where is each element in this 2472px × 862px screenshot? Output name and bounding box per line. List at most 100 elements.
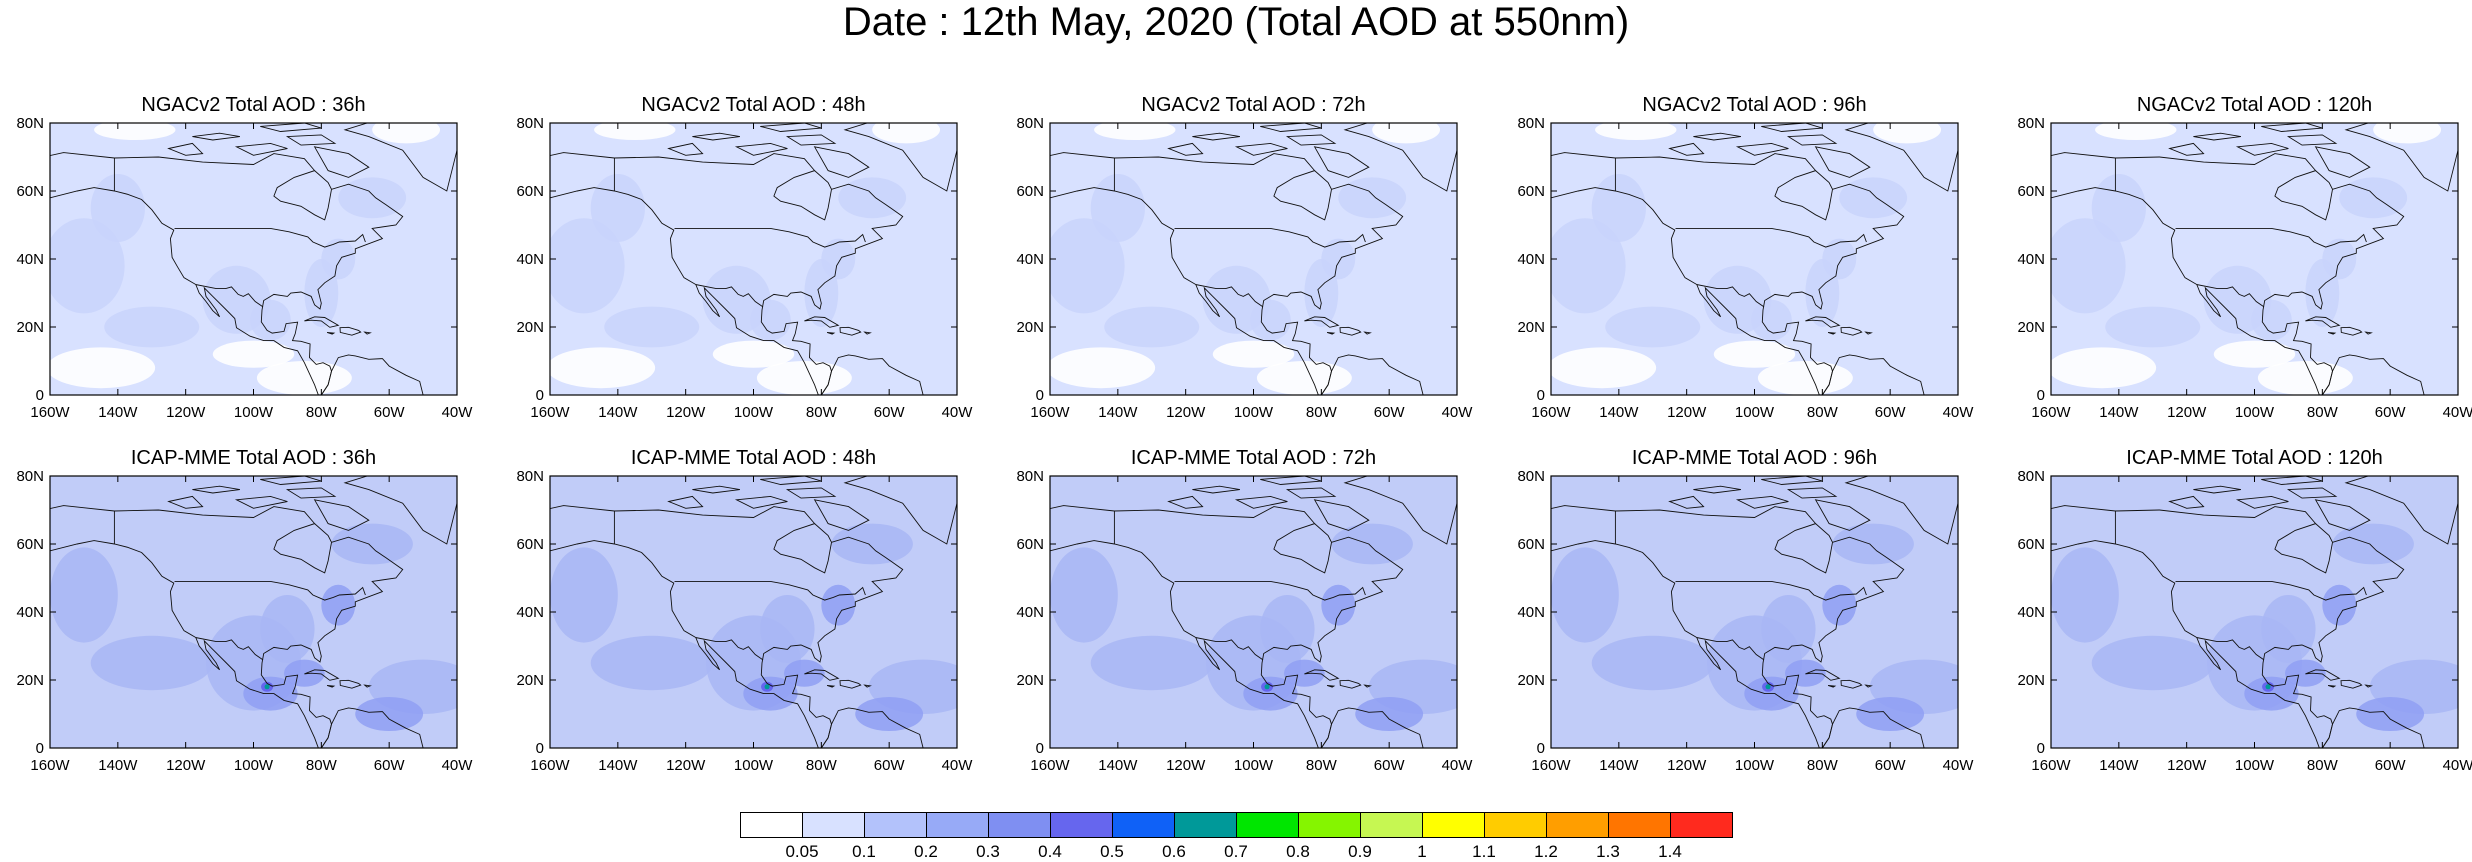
lon-tick-label: 40W — [1943, 757, 1975, 774]
lat-tick-label: 20N — [516, 319, 544, 336]
colorbar-segment — [926, 812, 989, 838]
lat-tick-label: 80N — [1517, 115, 1545, 132]
lat-tick-label: 40N — [1016, 251, 1044, 268]
lat-tick-label: 20N — [2017, 672, 2045, 689]
lat-tick-label: 0 — [1537, 387, 1545, 404]
lon-tick-label: 40W — [2443, 757, 2472, 774]
map-panel-ngacv2-1: NGACv2 Total AOD : 48h 80N 60N 40N 20N 0 160W 1… — [516, 94, 973, 421]
lon-tick-label: 120W — [2167, 757, 2207, 774]
lat-tick-label: 20N — [1016, 319, 1044, 336]
colorbar-label: 1 — [1417, 842, 1427, 861]
lat-tick-label: 20N — [516, 672, 544, 689]
colorbar-segment — [1360, 812, 1423, 838]
colorbar-segment — [1174, 812, 1237, 838]
lon-tick-label: 60W — [874, 757, 906, 774]
lon-tick-label: 60W — [374, 404, 406, 421]
lon-tick-label: 60W — [1374, 757, 1406, 774]
panel-title: NGACv2 Total AOD : 72h — [1141, 94, 1366, 116]
colorbar-label: 0.05 — [785, 842, 819, 861]
lat-tick-label: 40N — [516, 604, 544, 621]
lat-tick-label: 40N — [2017, 604, 2045, 621]
panel-title: NGACv2 Total AOD : 96h — [1642, 94, 1867, 116]
colorbar-label: 0.5 — [1100, 842, 1124, 861]
lon-tick-label: 80W — [2307, 404, 2339, 421]
colorbar-segment — [1112, 812, 1175, 838]
lon-tick-label: 140W — [1599, 757, 1639, 774]
lon-tick-label: 160W — [530, 404, 570, 421]
panel-title: ICAP-MME Total AOD : 120h — [2126, 447, 2383, 469]
panel-title: ICAP-MME Total AOD : 36h — [130, 447, 377, 469]
lat-tick-label: 60N — [516, 183, 544, 200]
panel-title: ICAP-MME Total AOD : 48h — [630, 447, 877, 469]
lon-tick-label: 80W — [1807, 757, 1839, 774]
aod-colorbar-labels: 0.05 0.1 0.2 0.3 0.4 0.5 0.6 0.7 0.8 0.9 1 1.1 1.2 1.… — [740, 842, 1732, 862]
lon-tick-label: 100W — [1735, 757, 1775, 774]
lat-tick-label: 60N — [2017, 183, 2045, 200]
lon-tick-label: 80W — [806, 757, 838, 774]
lon-tick-label: 140W — [1098, 757, 1138, 774]
lon-tick-label: 100W — [2235, 404, 2275, 421]
lat-tick-label: 20N — [1517, 672, 1545, 689]
colorbar-segment — [740, 812, 803, 838]
lat-tick-label: 80N — [1016, 115, 1044, 132]
colorbar-segment — [1484, 812, 1547, 838]
lat-tick-label: 20N — [2017, 319, 2045, 336]
lon-tick-label: 80W — [306, 757, 338, 774]
colorbar-label: 1.3 — [1596, 842, 1620, 861]
panel-title: ICAP-MME Total AOD : 96h — [1631, 447, 1878, 469]
lon-tick-label: 140W — [598, 404, 638, 421]
lon-tick-label: 40W — [442, 757, 474, 774]
lon-tick-label: 80W — [1807, 404, 1839, 421]
lon-tick-label: 80W — [806, 404, 838, 421]
lat-tick-label: 40N — [16, 604, 44, 621]
lon-tick-label: 100W — [1234, 757, 1274, 774]
lat-tick-label: 0 — [1036, 740, 1044, 757]
lat-tick-label: 60N — [1016, 536, 1044, 553]
lon-tick-label: 160W — [1030, 404, 1070, 421]
lon-tick-label: 160W — [30, 404, 70, 421]
lat-tick-label: 80N — [2017, 468, 2045, 485]
colorbar-label: 0.7 — [1224, 842, 1248, 861]
lon-tick-label: 60W — [374, 757, 406, 774]
lon-tick-label: 120W — [1166, 404, 1206, 421]
lon-tick-label: 40W — [942, 404, 974, 421]
lat-tick-label: 20N — [1016, 672, 1044, 689]
lon-tick-label: 80W — [1306, 404, 1338, 421]
lon-tick-label: 120W — [166, 404, 206, 421]
lon-tick-label: 100W — [734, 404, 774, 421]
lon-tick-label: 80W — [2307, 757, 2339, 774]
lon-tick-label: 60W — [2375, 404, 2407, 421]
map-panel-icap-mme-1: ICAP-MME Total AOD : 48h 80N 60N 40N 20N 0 160… — [516, 447, 973, 774]
lon-tick-label: 100W — [2235, 757, 2275, 774]
lon-tick-label: 160W — [1531, 757, 1571, 774]
panel-title: NGACv2 Total AOD : 48h — [641, 94, 866, 116]
figure-title: Date : 12th May, 2020 (Total AOD at 550n… — [842, 0, 1630, 44]
lat-tick-label: 40N — [2017, 251, 2045, 268]
lon-tick-label: 120W — [666, 404, 706, 421]
colorbar-label: 0.3 — [976, 842, 1000, 861]
colorbar-segment — [1422, 812, 1485, 838]
colorbar-segment — [864, 812, 927, 838]
panel-title: ICAP-MME Total AOD : 72h — [1130, 447, 1377, 469]
colorbar-label: 0.9 — [1348, 842, 1372, 861]
map-panel-icap-mme-2: ICAP-MME Total AOD : 72h 80N 60N 40N 20N 0 160… — [1016, 447, 1473, 774]
lat-tick-label: 40N — [1517, 604, 1545, 621]
lon-tick-label: 40W — [1442, 757, 1474, 774]
colorbar-segment — [802, 812, 865, 838]
lat-tick-label: 0 — [536, 740, 544, 757]
colorbar-segment — [1608, 812, 1671, 838]
colorbar-segment — [988, 812, 1051, 838]
lon-tick-label: 120W — [1667, 757, 1707, 774]
lat-tick-label: 0 — [36, 740, 44, 757]
lon-tick-label: 140W — [98, 404, 138, 421]
lat-tick-label: 0 — [36, 387, 44, 404]
map-panel-ngacv2-3: NGACv2 Total AOD : 96h 80N 60N 40N 20N 0 160W 1… — [1517, 94, 1974, 421]
lat-tick-label: 80N — [1016, 468, 1044, 485]
map-panel-ngacv2-4: NGACv2 Total AOD : 120h 80N 60N 40N 20N 0 160W… — [2017, 94, 2472, 421]
